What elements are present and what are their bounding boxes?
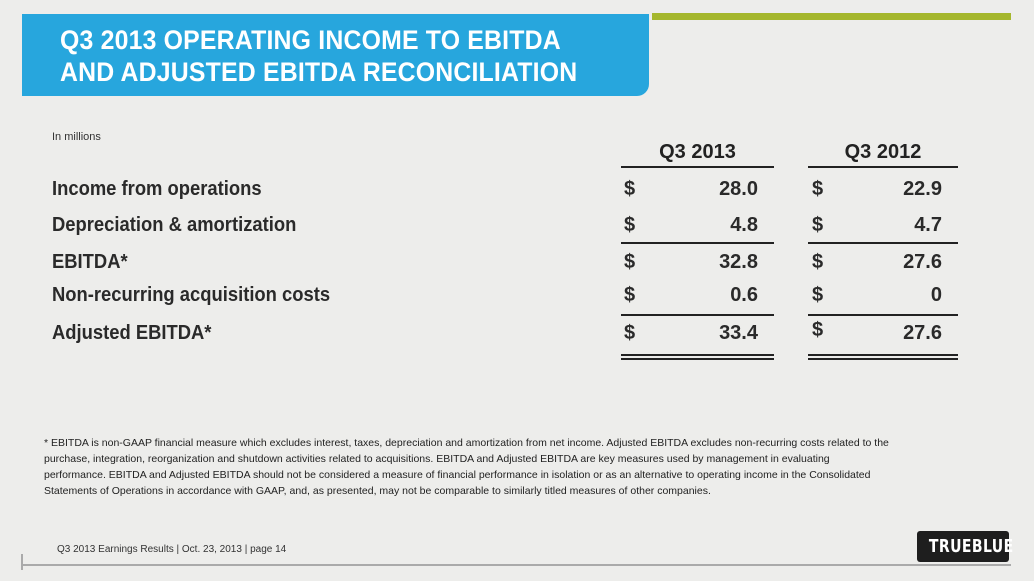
currency-symbol: $ — [812, 284, 824, 306]
value-q3-2013: 4.8 — [730, 214, 758, 236]
currency-symbol: $ — [624, 214, 636, 236]
accent-bar — [652, 13, 1011, 20]
row-label-adjusted-ebitda: Adjusted EBITDA* — [52, 322, 212, 344]
subtotal-rule — [621, 314, 774, 316]
row-label-depreciation-amortization: Depreciation & amortization — [52, 214, 297, 236]
footer-tick — [21, 554, 23, 570]
value-q3-2013: 28.0 — [719, 178, 758, 200]
footer-page-info: Q3 2013 Earnings Results | Oct. 23, 2013… — [57, 544, 287, 555]
total-double-rule — [808, 358, 958, 360]
currency-symbol: $ — [624, 251, 636, 273]
logo-text: TRUEBLUE — [928, 536, 1014, 557]
value-q3-2012: 0 — [930, 284, 942, 306]
footer-rule — [22, 564, 1011, 566]
value-q3-2012: 27.6 — [903, 322, 942, 344]
ebitda-footnote: * EBITDA is non-GAAP financial measure w… — [44, 437, 889, 497]
currency-symbol: $ — [624, 284, 636, 306]
value-q3-2012: 27.6 — [903, 251, 942, 273]
row-label-income-from-operations: Income from operations — [52, 178, 262, 200]
page-title: Q3 2013 OPERATING INCOME TO EBITDA AND A… — [60, 25, 578, 87]
currency-symbol: $ — [812, 178, 824, 200]
row-label-ebitda: EBITDA* — [52, 251, 128, 273]
currency-symbol: $ — [624, 322, 636, 344]
value-q3-2013: 33.4 — [719, 322, 758, 344]
total-double-rule — [808, 354, 958, 356]
currency-symbol: $ — [812, 251, 824, 273]
column-header-q3-2012: Q3 2012 — [808, 138, 958, 168]
subtotal-rule — [621, 242, 774, 244]
value-q3-2012: 22.9 — [903, 178, 942, 200]
title-banner: Q3 2013 OPERATING INCOME TO EBITDA AND A… — [22, 14, 649, 96]
total-double-rule — [621, 354, 774, 356]
value-q3-2013: 32.8 — [719, 251, 758, 273]
subtotal-rule — [808, 242, 958, 244]
total-double-rule — [621, 358, 774, 360]
currency-symbol: $ — [624, 178, 636, 200]
currency-symbol: $ — [812, 214, 824, 236]
trueblue-logo: TRUEBLUE — [917, 531, 1013, 562]
units-note: In millions — [52, 131, 101, 143]
currency-symbol: $ — [812, 319, 824, 341]
column-header-q3-2013: Q3 2013 — [621, 138, 774, 168]
subtotal-rule — [808, 314, 958, 316]
value-q3-2012: 4.7 — [914, 214, 942, 236]
value-q3-2013: 0.6 — [730, 284, 758, 306]
row-label-non-recurring-acquisition-costs: Non-recurring acquisition costs — [52, 284, 331, 306]
